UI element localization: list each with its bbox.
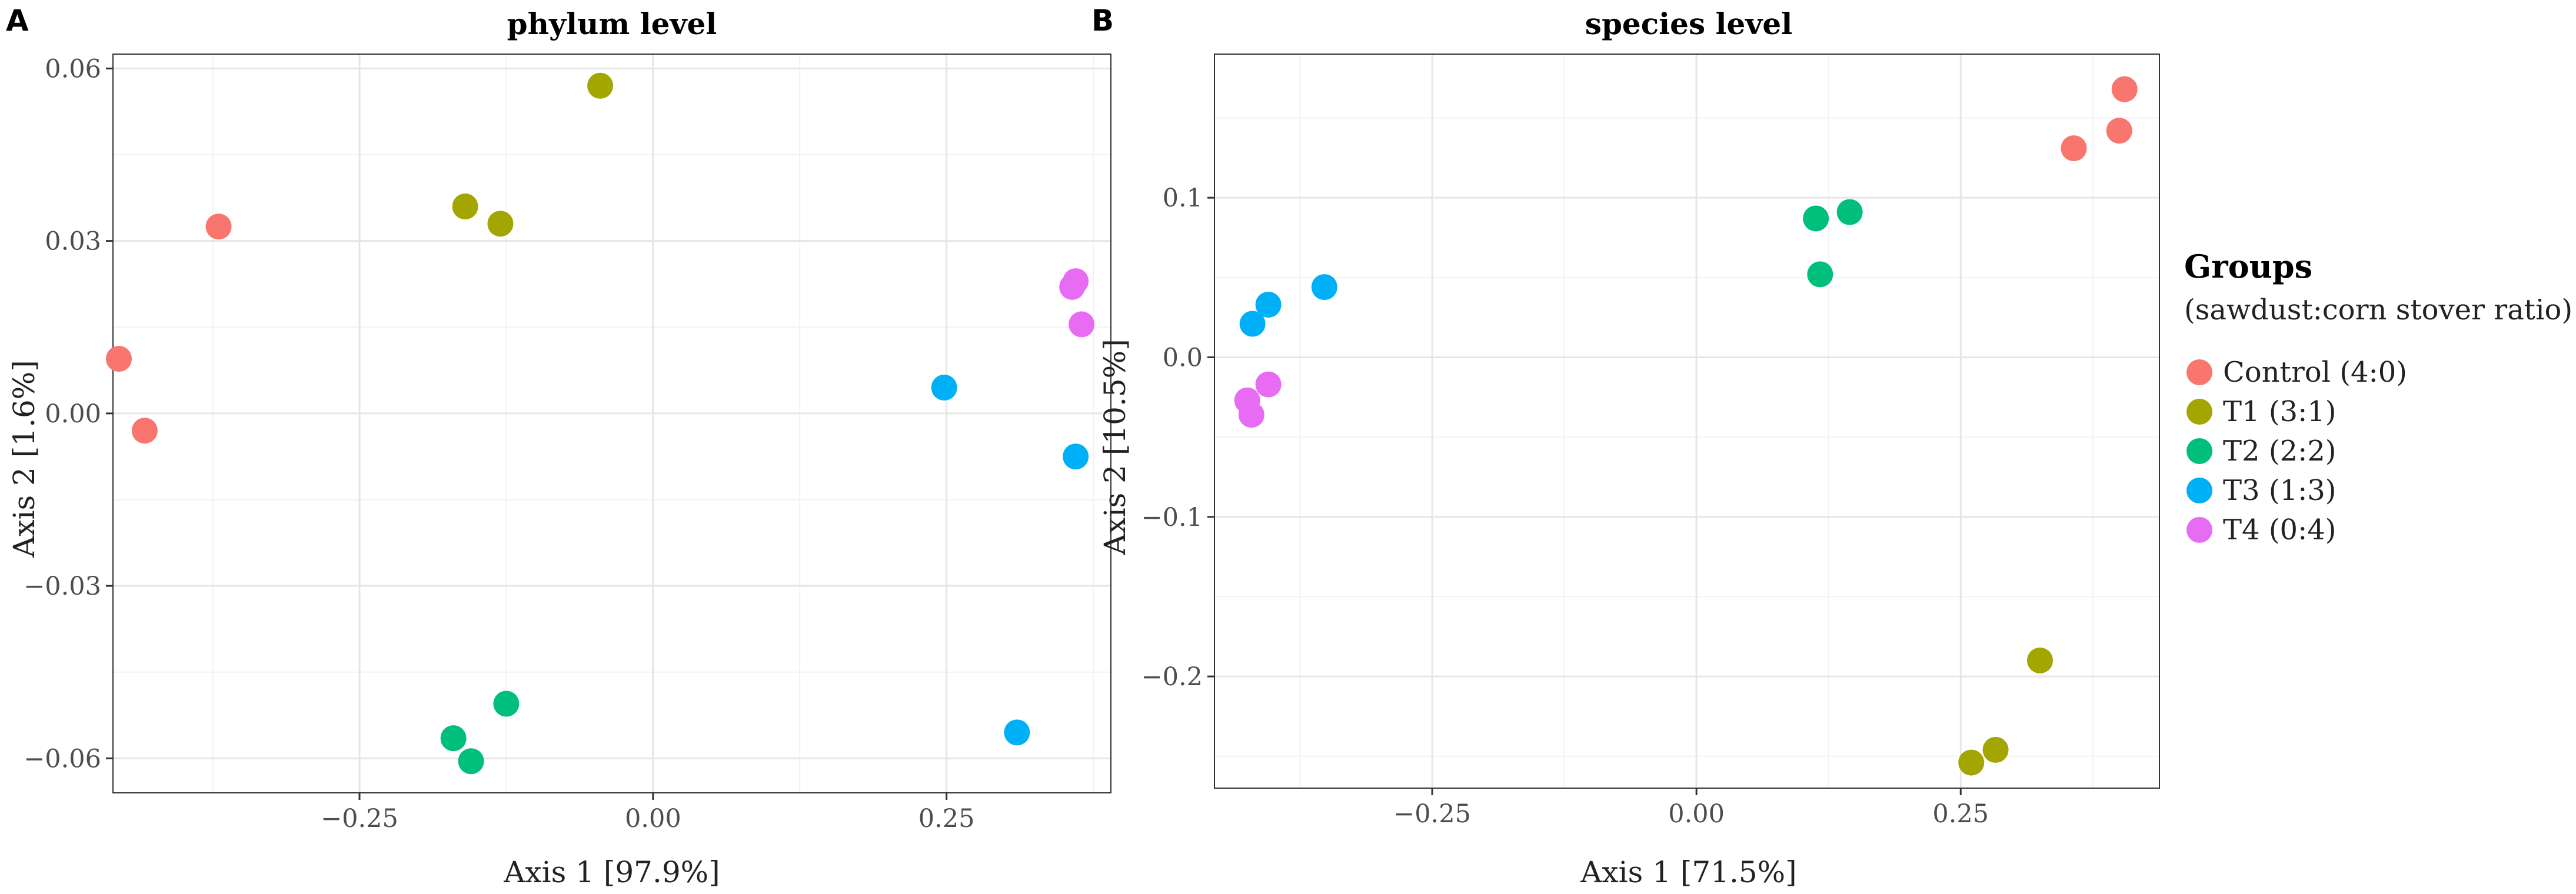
scatter-point [493, 690, 520, 717]
panel-a-y-tick-label: −0.06 [24, 744, 101, 773]
legend-label: Control (4:0) [2223, 356, 2407, 389]
scatter-point [1239, 311, 1266, 337]
legend-key [2186, 517, 2212, 543]
legend-key [2186, 359, 2212, 385]
scatter-point [931, 374, 957, 401]
legend-label: T4 (0:4) [2223, 513, 2337, 546]
scatter-point [487, 211, 514, 237]
panel-b-plot-frame [1214, 54, 2160, 789]
panel-b-x-axis-title: Axis 1 [71.5%] [1580, 855, 1796, 889]
panel-b: B species level −0.25 0.00 0.25 −0.2 −0.1 0.0… [1091, 4, 2160, 889]
panel-b-x-tick-label: 0.25 [1932, 799, 1989, 829]
scatter-point [1255, 291, 1282, 318]
scatter-point [452, 194, 478, 220]
legend-subtitle: (sawdust:corn stover ratio) [2184, 293, 2572, 326]
scatter-point [2061, 135, 2087, 162]
legend-items: Control (4:0) T1 (3:1) T2 (2:2) T3 (1:3) T4 … [2186, 356, 2407, 546]
panel-b-y-tick-label: −0.2 [1141, 662, 1203, 692]
scatter-point [1004, 719, 1030, 746]
scatter-point [1311, 274, 1337, 301]
legend: Groups (sawdust:corn stover ratio) Contr… [2184, 248, 2572, 546]
panel-b-x-tick-label: 0.00 [1668, 799, 1725, 829]
panel-a-y-tick-label: 0.06 [45, 54, 101, 84]
panel-b-y-tick-label: 0.1 [1163, 184, 1203, 213]
scatter-point [458, 748, 484, 775]
scatter-point [1069, 311, 1095, 338]
panel-b-letter: B [1091, 4, 1114, 38]
legend-key [2186, 478, 2212, 503]
panel-a-y-tick-label: −0.03 [24, 572, 101, 601]
scatter-point [2027, 647, 2054, 673]
panel-a-x-axis-title: Axis 1 [97.9%] [503, 855, 720, 889]
scatter-point [1255, 371, 1282, 398]
panel-b-x-tick-label: −0.25 [1393, 799, 1471, 829]
legend-label: T2 (2:2) [2223, 435, 2337, 468]
scatter-point [205, 214, 232, 240]
panel-a-x-tick-label: 0.25 [918, 804, 975, 833]
panel-a-y-tick-label: 0.03 [45, 227, 101, 256]
panel-a: A phylum level −0.25 0.00 0.25 −0.06 −0.03 0.… [6, 4, 1111, 889]
legend-label: T3 (1:3) [2223, 474, 2337, 507]
panel-a-y-axis-title: Axis 2 [1.6%] [7, 360, 41, 558]
scatter-point [1063, 268, 1089, 295]
scatter-point [1063, 443, 1089, 470]
panel-a-title: phylum level [507, 6, 717, 41]
scatter-point [1982, 736, 2009, 763]
panel-b-y-tick-label: 0.0 [1163, 343, 1203, 372]
legend-title: Groups [2184, 248, 2312, 285]
scatter-point [131, 418, 158, 444]
scatter-point [2106, 118, 2132, 144]
panel-a-x-tick-label: 0.00 [625, 804, 681, 833]
scatter-point [105, 346, 132, 372]
scatter-point [440, 725, 467, 752]
scatter-point [1803, 205, 1829, 232]
panel-a-letter: A [6, 4, 29, 38]
panel-b-title: species level [1585, 6, 1792, 41]
scatter-point [1238, 402, 1264, 428]
legend-key [2186, 438, 2212, 464]
scatter-point [1958, 749, 1985, 776]
panel-a-plot-area: −0.25 0.00 0.25 −0.06 −0.03 0.00 0.03 0.06 [24, 54, 1111, 833]
panel-b-y-tick-label: −0.1 [1141, 503, 1203, 532]
panel-b-plot-area: −0.25 0.00 0.25 −0.2 −0.1 0.0 0.1 [1141, 54, 2160, 829]
panel-a-plot-frame [112, 54, 1111, 793]
scatter-point [587, 72, 614, 99]
scatter-point [2111, 76, 2138, 102]
scatter-point [1836, 199, 1863, 225]
scatter-point [1807, 261, 1833, 288]
legend-key [2186, 399, 2212, 425]
panel-a-x-tick-label: −0.25 [321, 804, 398, 833]
panel-b-y-axis-title: Axis 2 [10.5%] [1098, 339, 1132, 555]
panel-a-y-tick-label: 0.00 [45, 399, 101, 429]
legend-label: T1 (3:1) [2223, 395, 2337, 428]
